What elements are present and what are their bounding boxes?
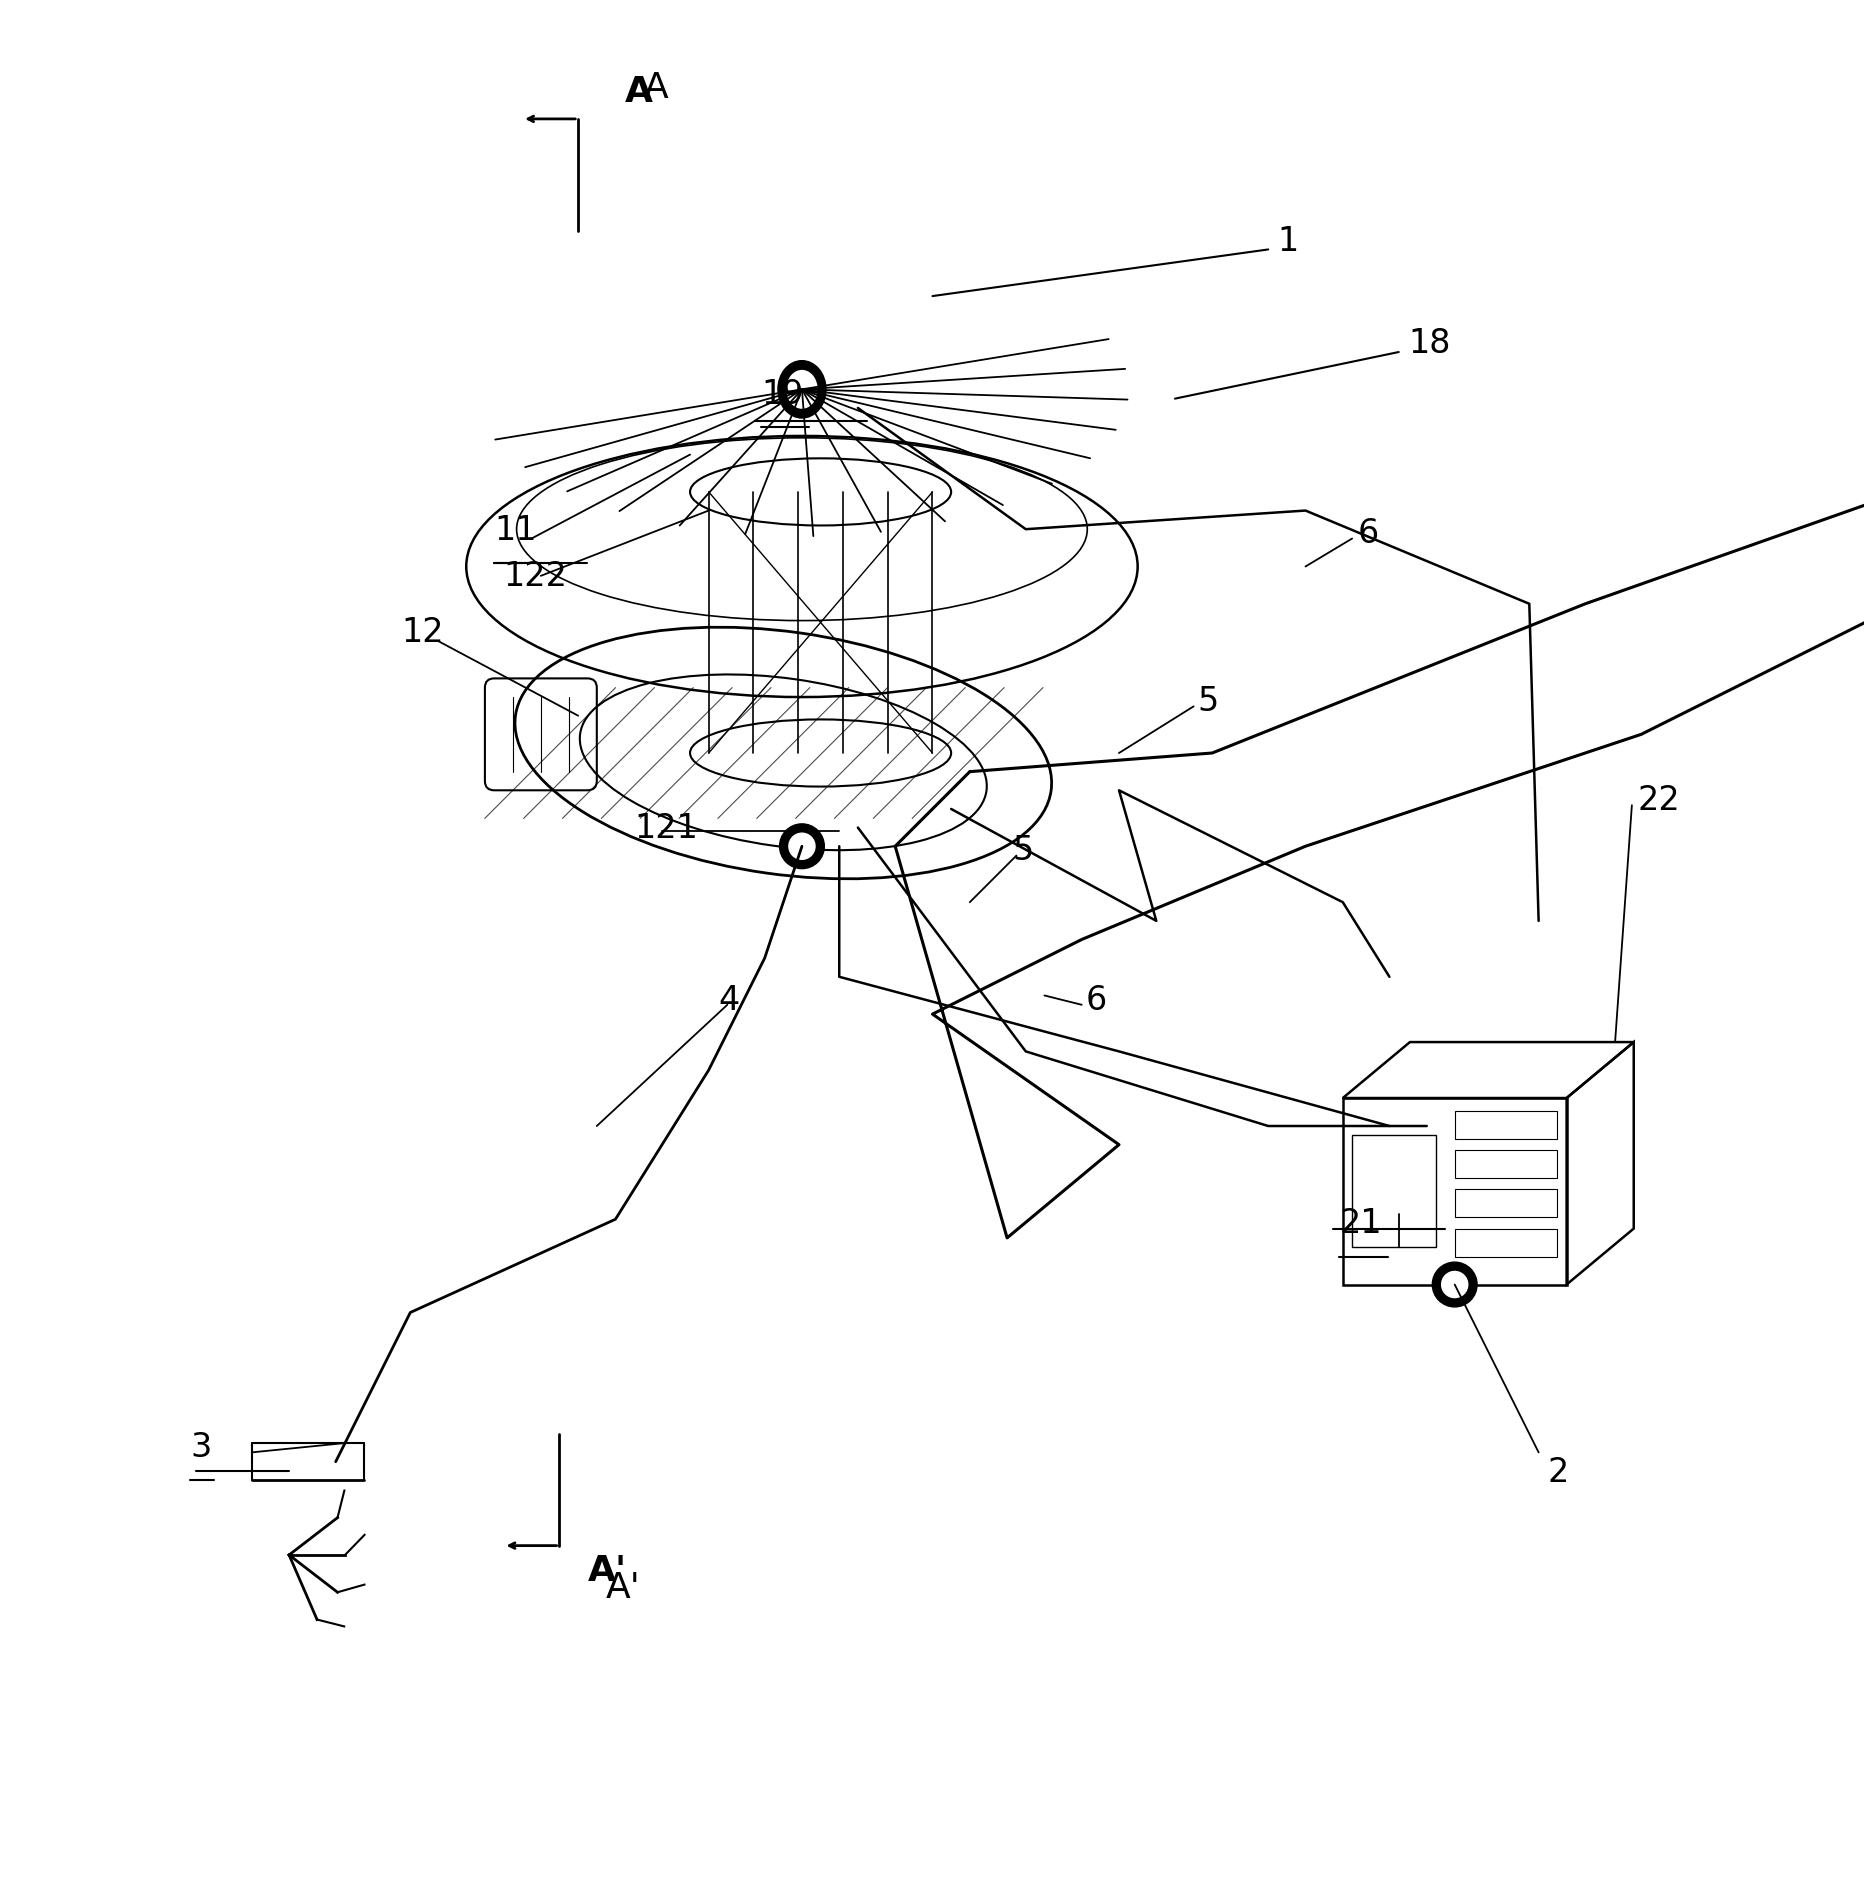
- Text: 11: 11: [494, 513, 537, 547]
- Text: 122: 122: [503, 560, 567, 592]
- Text: 5: 5: [1012, 835, 1033, 867]
- Text: 22: 22: [1637, 784, 1679, 816]
- Text: 19: 19: [761, 378, 803, 410]
- Text: 121: 121: [634, 812, 697, 844]
- Text: 2: 2: [1547, 1455, 1568, 1487]
- Text: 3: 3: [190, 1431, 211, 1463]
- Text: A: A: [624, 75, 652, 109]
- Ellipse shape: [785, 370, 818, 410]
- Text: 18: 18: [1407, 327, 1450, 359]
- Circle shape: [1432, 1263, 1476, 1307]
- Text: 4: 4: [718, 983, 738, 1015]
- Text: A': A': [587, 1553, 626, 1587]
- Text: 5: 5: [1197, 684, 1217, 718]
- Text: A: A: [643, 71, 667, 105]
- Text: 1: 1: [1277, 224, 1297, 258]
- Text: 6: 6: [1357, 517, 1377, 551]
- Circle shape: [788, 833, 815, 859]
- Text: 21: 21: [1338, 1207, 1381, 1239]
- Text: A': A': [606, 1570, 641, 1604]
- Text: 12: 12: [401, 617, 444, 649]
- Circle shape: [779, 825, 824, 869]
- Ellipse shape: [779, 363, 824, 417]
- Text: 6: 6: [1085, 983, 1105, 1015]
- Circle shape: [1441, 1271, 1467, 1297]
